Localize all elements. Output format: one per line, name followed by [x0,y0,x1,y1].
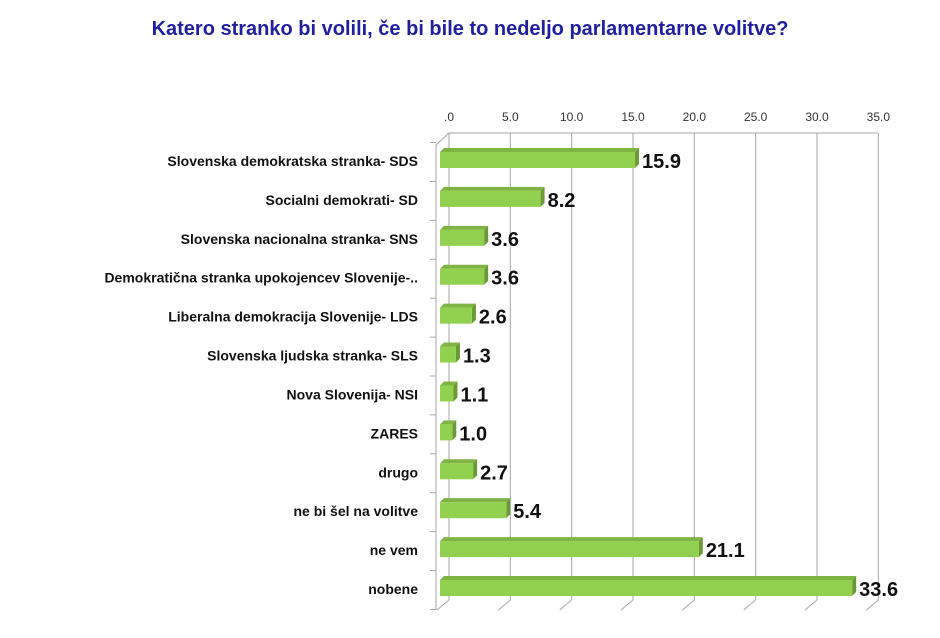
bar [440,463,474,480]
bar-side [698,537,703,558]
x-tick-label: 10.0 [560,110,584,124]
category-label: Demokratična stranka upokojencev Sloveni… [104,270,418,286]
x-tick-label: 5.0 [502,110,519,124]
category-label: Socialni demokrati- SD [266,192,418,208]
data-label: 1.1 [460,384,488,406]
bar [440,541,699,558]
floor-gridline [620,599,634,611]
bar-side [453,381,458,402]
bar-side [471,303,476,324]
bar-top [440,186,545,191]
category-label: ZARES [371,425,418,441]
bar-side [540,186,545,207]
bar-top [440,264,489,269]
floor-gridline [498,599,511,611]
bar [440,307,472,324]
x-tick-label: 15.0 [621,110,645,124]
bar [440,385,454,402]
floor-gridline [682,599,695,611]
bar-top [440,303,476,308]
bar [440,268,485,285]
x-tick-label: .0 [444,110,454,124]
bar-side [452,420,457,441]
bar-top [440,537,703,542]
category-label: Slovenska ljudska stranka- SLS [207,348,418,364]
bar-side [455,342,460,363]
bar-top [440,225,489,230]
bar-side [484,225,489,246]
bar-top [440,498,511,503]
x-tick-label: 30.0 [805,110,829,124]
floor-gridline [743,599,756,611]
data-label: 21.1 [706,540,745,562]
data-label: 8.2 [548,190,576,212]
axis-corner [435,132,450,146]
bar [440,229,485,246]
floor-gridline [436,599,450,611]
data-label: 33.6 [859,579,898,601]
category-label: ne vem [370,542,418,558]
bar-side [852,576,857,596]
bar-side [484,264,489,285]
data-label: 1.0 [459,423,487,445]
category-label: drugo [378,464,418,480]
data-label: 1.3 [463,346,491,368]
category-label: nobene [368,581,418,597]
x-tick-label: 20.0 [683,110,707,124]
floor-gridline [866,599,879,611]
bar-top [440,381,458,386]
category-label: Slovenska demokratska stranka- SDS [167,153,418,169]
bar-side [506,498,511,519]
bar-top [440,459,478,464]
category-label: Nova Slovenija- NSI [287,386,418,402]
data-label: 2.7 [480,462,508,484]
floor-gridline [804,599,818,611]
bar [440,580,853,596]
bar [440,502,507,519]
bar-side [473,459,478,480]
bar-side [635,148,640,168]
bar [440,152,636,168]
x-tick-label: 35.0 [867,110,891,124]
data-label: 3.6 [491,268,519,290]
data-label: 3.6 [491,229,519,251]
data-label: 2.6 [479,307,507,329]
chart-title: Katero stranko bi volili, če bi bile to … [151,18,789,40]
category-label: Slovenska nacionalna stranka- SNS [181,231,418,247]
floor-gridline [559,599,572,611]
category-label: Liberalna demokracija Slovenije- LDS [168,309,418,325]
category-label: ne bi šel na volitve [294,503,419,519]
data-label: 15.9 [642,151,681,173]
bar-top [440,420,457,425]
bar [440,190,541,207]
bar-top [440,342,460,347]
data-label: 5.4 [513,501,542,523]
x-tick-label: 25.0 [744,110,768,124]
bar-top [440,576,857,580]
bar [440,346,456,363]
bar [440,424,453,441]
bar-top [440,148,640,152]
